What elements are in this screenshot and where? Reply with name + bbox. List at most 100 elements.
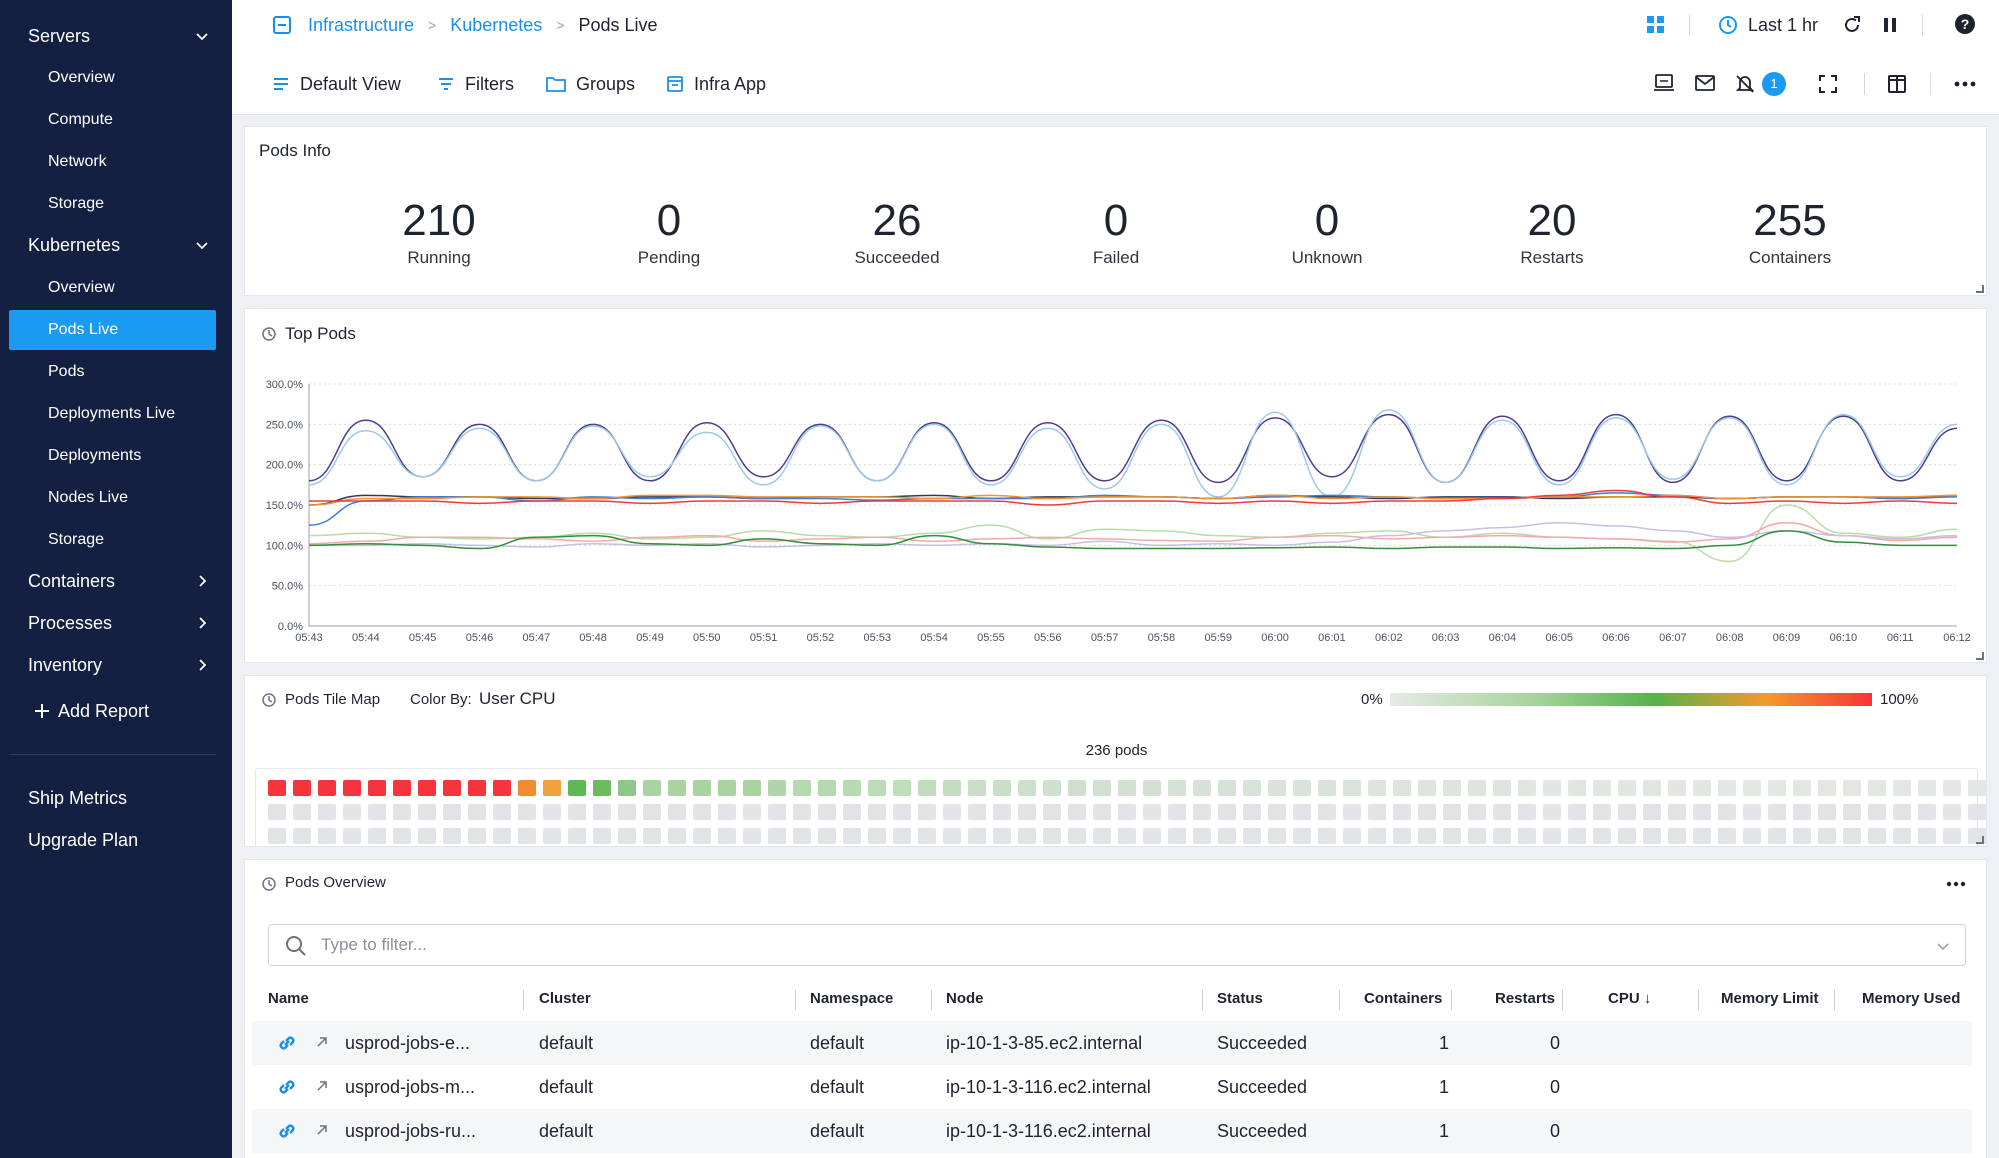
pod-tile[interactable] bbox=[1768, 828, 1786, 844]
pod-tile[interactable] bbox=[1243, 780, 1261, 796]
pod-tile[interactable] bbox=[993, 828, 1011, 844]
pod-tile[interactable] bbox=[368, 828, 386, 844]
pod-tile[interactable] bbox=[668, 828, 686, 844]
pod-tile[interactable] bbox=[1018, 828, 1036, 844]
pod-tile[interactable] bbox=[968, 780, 986, 796]
pod-tile[interactable] bbox=[543, 780, 561, 796]
resize-handle[interactable] bbox=[1976, 285, 1984, 293]
pod-tile[interactable] bbox=[1868, 828, 1886, 844]
column-header-memory-limit[interactable]: Memory Limit bbox=[1721, 990, 1819, 1007]
column-resizer[interactable] bbox=[523, 990, 524, 1010]
pod-tile[interactable] bbox=[968, 828, 986, 844]
pod-tile[interactable] bbox=[318, 828, 336, 844]
pod-tile[interactable] bbox=[1543, 828, 1561, 844]
pod-tile[interactable] bbox=[1468, 780, 1486, 796]
sidebar-item-servers[interactable]: Servers bbox=[0, 17, 232, 55]
pod-tile[interactable] bbox=[1093, 828, 1111, 844]
monitor-icon[interactable] bbox=[1653, 73, 1675, 93]
pod-tile[interactable] bbox=[1968, 828, 1986, 844]
filters-button[interactable]: Filters bbox=[437, 72, 514, 96]
pod-tile[interactable] bbox=[1743, 780, 1761, 796]
help-icon[interactable]: ? bbox=[1954, 13, 1976, 35]
pod-tile[interactable] bbox=[1618, 780, 1636, 796]
external-link-icon[interactable] bbox=[316, 1124, 328, 1136]
resize-handle[interactable] bbox=[1976, 836, 1984, 844]
pod-tile[interactable] bbox=[1518, 828, 1536, 844]
sidebar-item-kubernetes[interactable]: Kubernetes bbox=[0, 226, 232, 264]
pod-tile[interactable] bbox=[1493, 828, 1511, 844]
pod-tile[interactable] bbox=[1468, 804, 1486, 820]
pod-tile[interactable] bbox=[393, 828, 411, 844]
pod-tile[interactable] bbox=[643, 828, 661, 844]
pod-tile[interactable] bbox=[1643, 804, 1661, 820]
sidebar-item-servers-storage[interactable]: Storage bbox=[0, 185, 232, 223]
pod-tile[interactable] bbox=[1593, 780, 1611, 796]
pod-tile[interactable] bbox=[818, 828, 836, 844]
pod-tile[interactable] bbox=[1218, 828, 1236, 844]
pod-tile[interactable] bbox=[368, 780, 386, 796]
pod-tile[interactable] bbox=[1968, 780, 1986, 796]
pod-tile[interactable] bbox=[1643, 780, 1661, 796]
pod-tile[interactable] bbox=[268, 828, 286, 844]
pod-tile[interactable] bbox=[1018, 804, 1036, 820]
pod-tile[interactable] bbox=[1393, 804, 1411, 820]
pod-tile[interactable] bbox=[1668, 780, 1686, 796]
pod-tile[interactable] bbox=[743, 828, 761, 844]
column-header-node[interactable]: Node bbox=[946, 990, 984, 1007]
pod-tile[interactable] bbox=[1568, 828, 1586, 844]
sidebar-item-deployments-live[interactable]: Deployments Live bbox=[0, 395, 232, 433]
pod-tile[interactable] bbox=[1668, 828, 1686, 844]
pod-tile[interactable] bbox=[343, 828, 361, 844]
pod-tile[interactable] bbox=[1043, 804, 1061, 820]
pod-tile[interactable] bbox=[1793, 804, 1811, 820]
pod-tile[interactable] bbox=[418, 780, 436, 796]
pod-tile[interactable] bbox=[568, 828, 586, 844]
pod-tile[interactable] bbox=[668, 804, 686, 820]
pod-tile[interactable] bbox=[343, 804, 361, 820]
pod-tile[interactable] bbox=[1718, 780, 1736, 796]
cell-name[interactable]: usprod-jobs-e... bbox=[345, 1033, 471, 1053]
pod-tile[interactable] bbox=[1818, 828, 1836, 844]
pod-tile[interactable] bbox=[943, 828, 961, 844]
pod-tile[interactable] bbox=[518, 804, 536, 820]
column-resizer[interactable] bbox=[1202, 990, 1203, 1010]
sidebar-item-upgrade-plan[interactable]: Upgrade Plan bbox=[0, 821, 232, 859]
pod-tile[interactable] bbox=[1293, 780, 1311, 796]
pod-tile[interactable] bbox=[818, 780, 836, 796]
pod-tile[interactable] bbox=[493, 780, 511, 796]
pod-tile[interactable] bbox=[1618, 828, 1636, 844]
pod-tile[interactable] bbox=[1043, 828, 1061, 844]
column-header-cpu[interactable]: CPU ↓ bbox=[1608, 990, 1652, 1007]
pod-tile[interactable] bbox=[1518, 804, 1536, 820]
pod-tile[interactable] bbox=[1268, 828, 1286, 844]
pod-tile[interactable] bbox=[293, 828, 311, 844]
pod-tile[interactable] bbox=[1218, 804, 1236, 820]
column-resizer[interactable] bbox=[931, 990, 932, 1010]
pod-tile[interactable] bbox=[343, 780, 361, 796]
fullscreen-icon[interactable] bbox=[1818, 74, 1838, 94]
external-link-icon[interactable] bbox=[316, 1080, 328, 1092]
pod-tile[interactable] bbox=[1668, 804, 1686, 820]
column-resizer[interactable] bbox=[1698, 990, 1699, 1010]
link-icon[interactable] bbox=[276, 1032, 298, 1054]
pod-tile[interactable] bbox=[968, 804, 986, 820]
pod-tile[interactable] bbox=[1143, 804, 1161, 820]
pod-tile[interactable] bbox=[943, 780, 961, 796]
pod-tile[interactable] bbox=[1318, 780, 1336, 796]
pod-tile[interactable] bbox=[643, 804, 661, 820]
pod-tile[interactable] bbox=[1943, 828, 1961, 844]
pod-tile[interactable] bbox=[1193, 828, 1211, 844]
pod-tile[interactable] bbox=[843, 804, 861, 820]
pod-tile[interactable] bbox=[993, 780, 1011, 796]
pod-tile[interactable] bbox=[1118, 780, 1136, 796]
pod-tile[interactable] bbox=[918, 828, 936, 844]
pod-tile[interactable] bbox=[1918, 828, 1936, 844]
pods-filter-input[interactable] bbox=[268, 924, 1966, 966]
table-row[interactable]: usprod-jobs-e... default default ip-10-1… bbox=[252, 1021, 1972, 1065]
pod-tile[interactable] bbox=[318, 780, 336, 796]
pod-tile[interactable] bbox=[1643, 828, 1661, 844]
pod-tile[interactable] bbox=[1943, 804, 1961, 820]
pod-tile[interactable] bbox=[518, 780, 536, 796]
breadcrumb-infrastructure[interactable]: Infrastructure bbox=[308, 14, 415, 35]
sidebar-item-nodes-live[interactable]: Nodes Live bbox=[0, 479, 232, 517]
